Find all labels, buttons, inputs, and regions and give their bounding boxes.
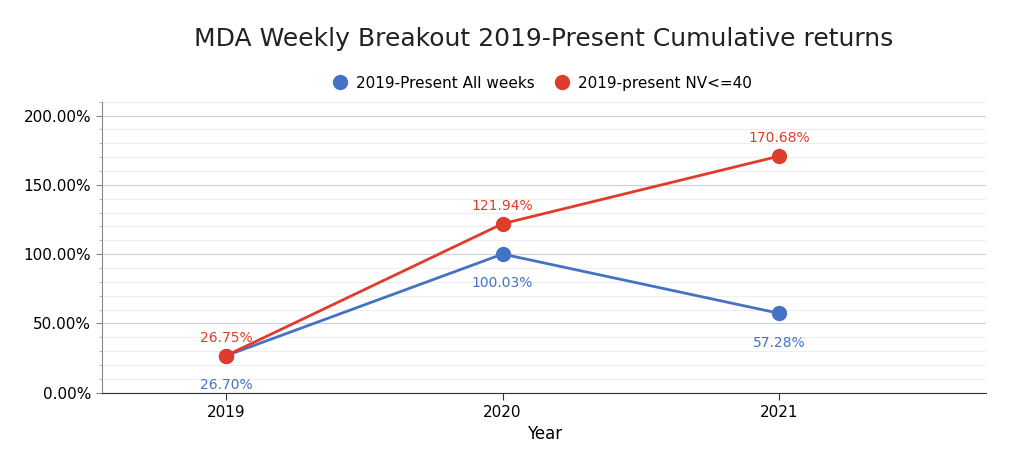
2019-Present All weeks [773, 310, 785, 316]
Text: 57.28%: 57.28% [753, 335, 805, 350]
Legend: 2019-Present All weeks, 2019-present NV<=40: 2019-Present All weeks, 2019-present NV<… [328, 68, 760, 99]
Text: 26.75%: 26.75% [199, 330, 252, 345]
2019-present NV<=40 [220, 353, 232, 359]
Text: 121.94%: 121.94% [472, 199, 534, 213]
X-axis label: Year: Year [527, 425, 561, 443]
2019-Present All weeks [220, 353, 232, 359]
Text: 26.70%: 26.70% [199, 378, 252, 392]
Line: 2019-Present All weeks: 2019-Present All weeks [220, 247, 786, 363]
Title: MDA Weekly Breakout 2019-Present Cumulative returns: MDA Weekly Breakout 2019-Present Cumulat… [194, 27, 894, 51]
Line: 2019-present NV<=40: 2019-present NV<=40 [220, 149, 786, 363]
2019-Present All weeks [496, 251, 508, 257]
Text: 170.68%: 170.68% [749, 131, 810, 145]
Text: 100.03%: 100.03% [472, 276, 533, 290]
2019-present NV<=40 [496, 221, 508, 226]
2019-present NV<=40 [773, 153, 785, 159]
